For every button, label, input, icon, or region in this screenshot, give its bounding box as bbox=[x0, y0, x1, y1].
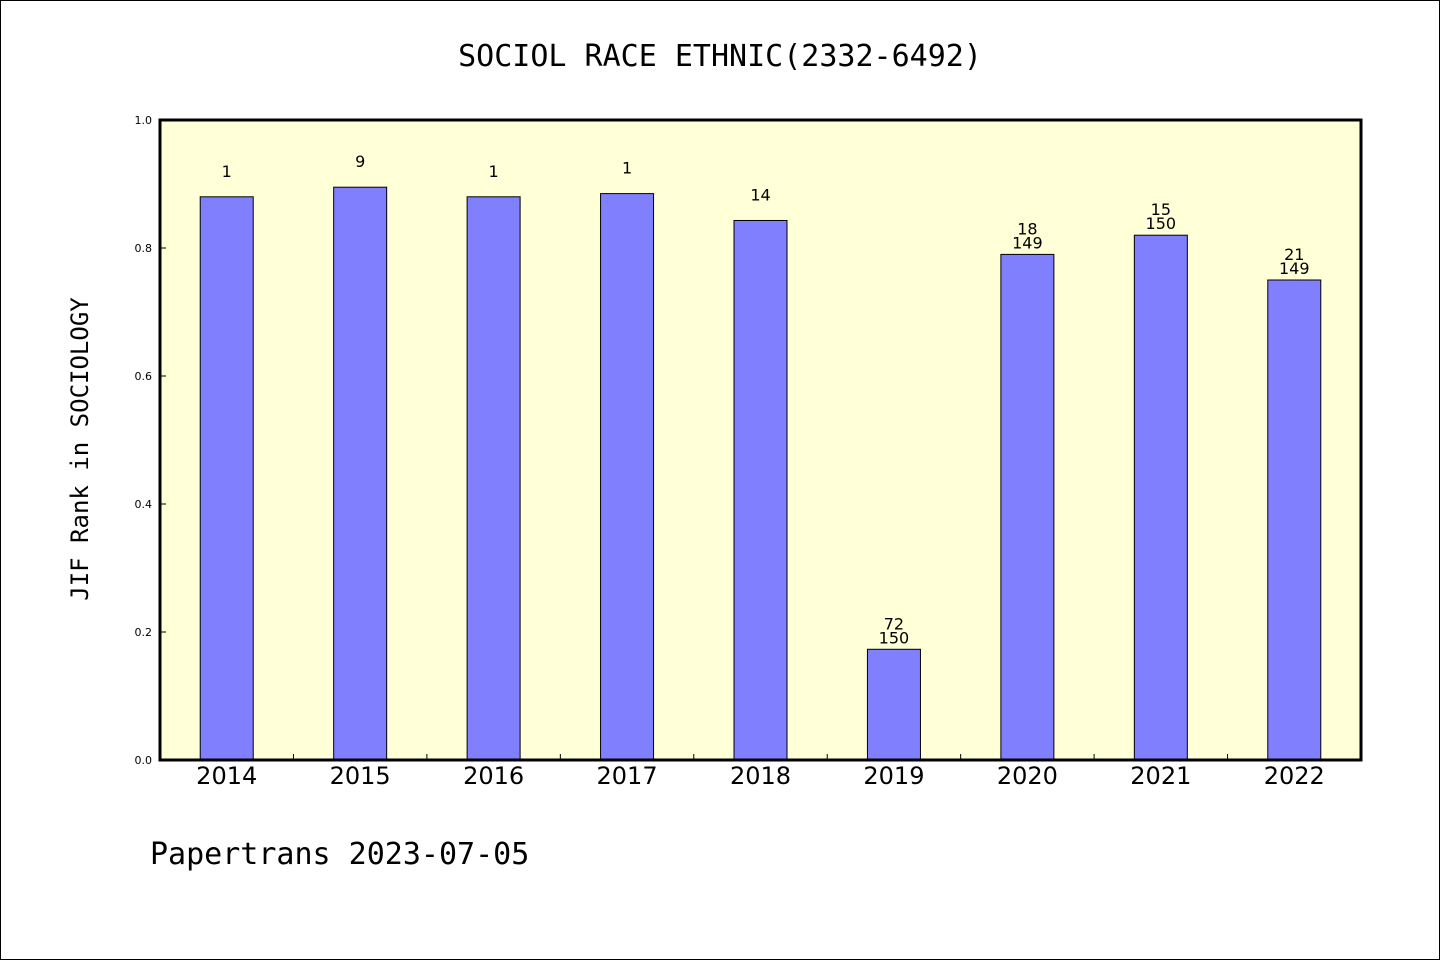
x-tick-label: 2022 bbox=[1264, 762, 1325, 790]
data-label: 1 bbox=[222, 162, 232, 181]
bar bbox=[866, 648, 921, 761]
data-label: 15 bbox=[1151, 200, 1171, 219]
y-tick-label: 0.0 bbox=[135, 754, 153, 767]
data-label: 9 bbox=[355, 152, 365, 171]
footer-credit: Papertrans 2023-07-05 bbox=[150, 837, 529, 872]
chart-title: SOCIOL RACE ETHNIC(2332-6492) bbox=[458, 39, 982, 74]
bar bbox=[333, 186, 388, 761]
data-label: 72 bbox=[884, 614, 904, 633]
bar bbox=[1133, 234, 1188, 761]
data-label: 1 bbox=[489, 162, 499, 181]
y-tick-label: 0.6 bbox=[135, 370, 153, 383]
x-tick-label: 2020 bbox=[997, 762, 1058, 790]
bar bbox=[600, 193, 655, 761]
bar bbox=[1000, 253, 1055, 761]
x-tick-label: 2019 bbox=[863, 762, 924, 790]
y-tick-label: 0.8 bbox=[135, 242, 153, 255]
y-tick-label: 0.4 bbox=[135, 498, 153, 511]
x-tick-label: 2021 bbox=[1130, 762, 1191, 790]
data-label: 150 bbox=[879, 628, 910, 647]
data-label: 14 bbox=[750, 185, 770, 204]
bar bbox=[199, 196, 254, 761]
y-axis-label: JIF Rank in SOCIOLOGY bbox=[66, 297, 94, 601]
y-tick-label: 0.2 bbox=[135, 626, 153, 639]
bar bbox=[1267, 279, 1322, 761]
bar bbox=[466, 196, 521, 761]
data-label: 149 bbox=[1279, 259, 1310, 278]
chart-marks: 0.0 0.2 0.4 0.6 0.8 1.0 2014 1 2015 9 2016 1 2017 1 20… bbox=[135, 114, 1325, 790]
x-tick-label: 2016 bbox=[463, 762, 524, 790]
data-label: 21 bbox=[1284, 245, 1304, 264]
x-tick-label: 2015 bbox=[330, 762, 391, 790]
data-label: 1 bbox=[622, 159, 632, 178]
data-label: 149 bbox=[1012, 233, 1043, 252]
x-tick-label: 2017 bbox=[597, 762, 658, 790]
bar bbox=[733, 219, 788, 761]
data-label: 18 bbox=[1017, 219, 1037, 238]
x-tick-label: 2014 bbox=[196, 762, 257, 790]
x-tick-label: 2018 bbox=[730, 762, 791, 790]
y-tick-label: 1.0 bbox=[135, 114, 153, 127]
data-label: 150 bbox=[1146, 214, 1177, 233]
plot-border bbox=[158, 118, 1363, 762]
